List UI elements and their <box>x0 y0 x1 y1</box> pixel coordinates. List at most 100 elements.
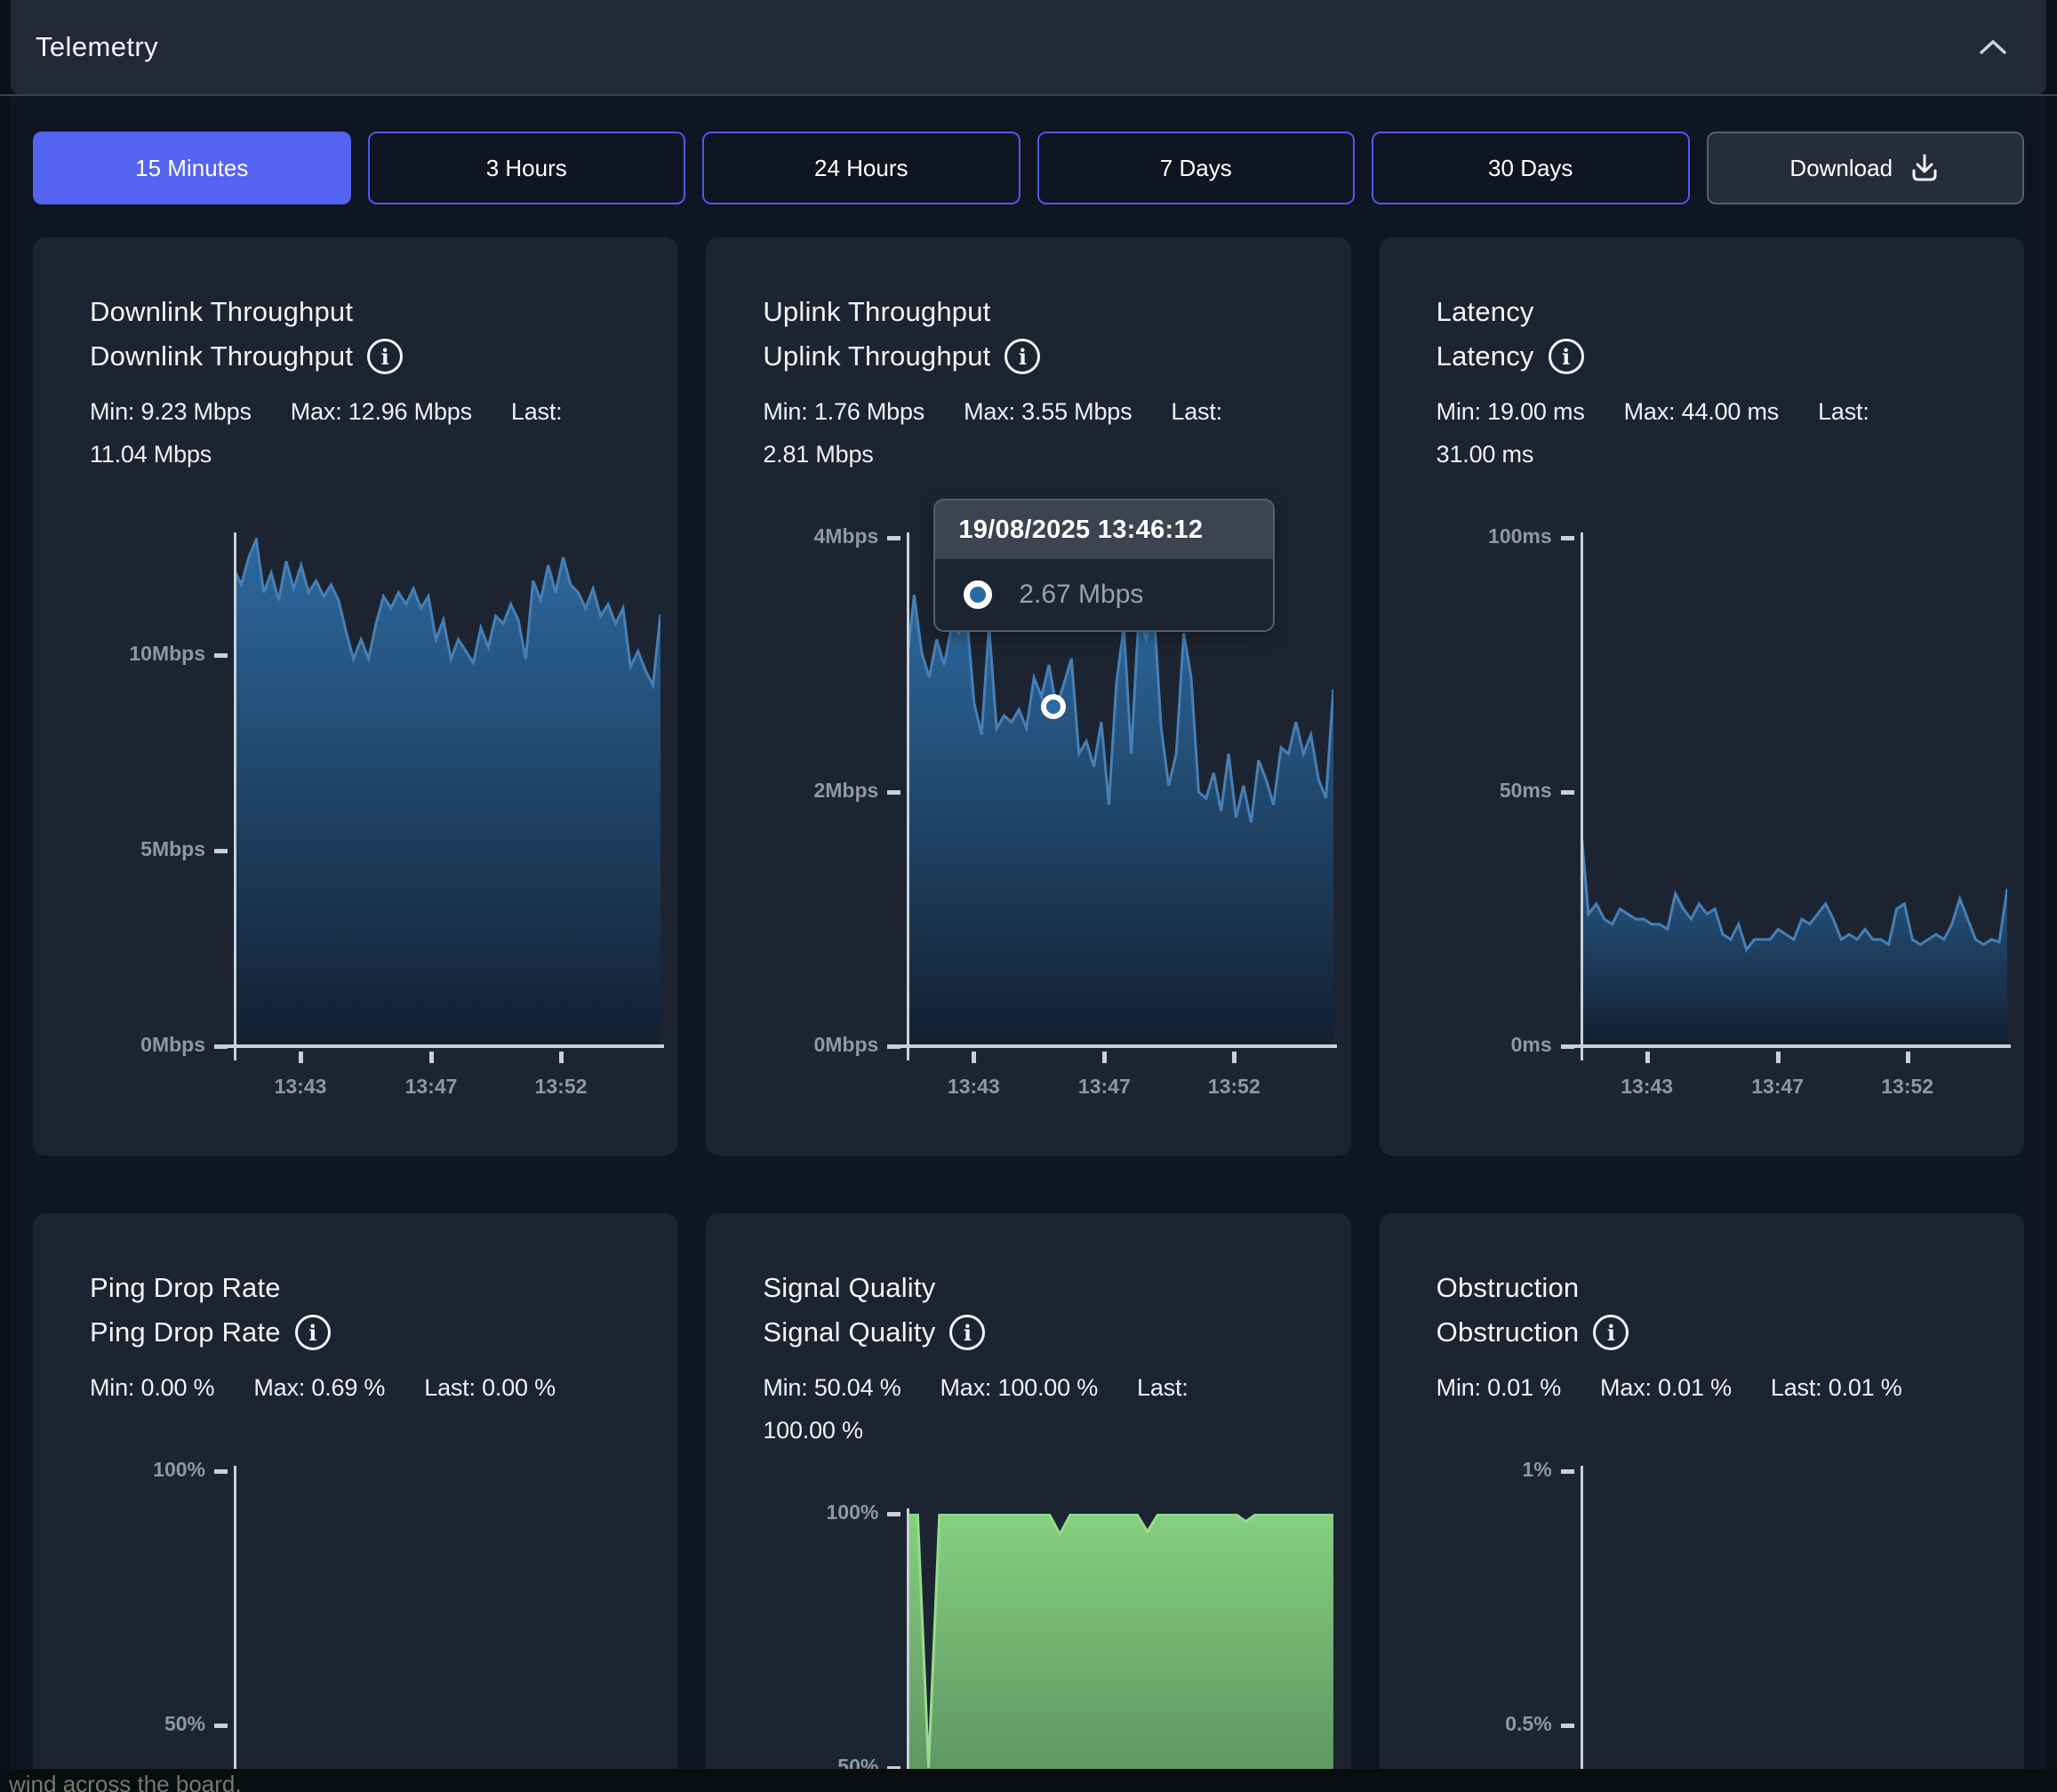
y-tick <box>214 1044 228 1049</box>
x-tick-label: 13:47 <box>1051 1075 1157 1099</box>
y-tick-label: 0.5% <box>1437 1712 1552 1736</box>
y-axis-line <box>234 532 236 1060</box>
latency-area-chart[interactable]: 100ms50ms0ms13:4313:4713:52 <box>1437 538 1967 1124</box>
x-tick-label: 13:47 <box>378 1075 484 1099</box>
info-icon[interactable]: i <box>295 1315 331 1350</box>
y-tick-label: 50ms <box>1437 779 1552 803</box>
ping-drop-rate-area-chart[interactable]: 100%50% <box>90 1471 620 1769</box>
x-axis-line <box>227 1044 664 1048</box>
tooltip-value: 2.67 Mbps <box>1019 580 1143 610</box>
chart-subtitle: Downlink Throughput <box>90 340 353 372</box>
info-icon[interactable]: i <box>367 339 403 374</box>
y-tick <box>214 1724 228 1728</box>
x-tick <box>1645 1052 1650 1063</box>
stat-max: Max: 0.01 % <box>1600 1374 1732 1401</box>
clipped-text: wind across the board. <box>9 1771 242 1792</box>
y-tick <box>1561 536 1574 540</box>
download-icon <box>1909 152 1941 184</box>
x-tick <box>1102 1052 1107 1063</box>
y-tick <box>887 1044 900 1049</box>
y-tick <box>214 653 228 658</box>
y-tick-label: 50% <box>763 1755 878 1769</box>
x-tick-label: 13:52 <box>1181 1075 1287 1099</box>
chart-stats: Min: 1.76 MbpsMax: 3.55 MbpsLast: 2.81 M… <box>763 390 1261 476</box>
stat-max: Max: 44.00 ms <box>1624 398 1779 425</box>
card-latency: Latency Latency i Min: 19.00 msMax: 44.0… <box>1380 237 2024 1156</box>
x-tick <box>1232 1052 1237 1063</box>
x-tick-label: 13:52 <box>508 1075 614 1099</box>
x-tick-label: 13:52 <box>1854 1075 1961 1099</box>
y-tick-label: 100% <box>90 1458 205 1482</box>
y-axis-line <box>1581 1466 1583 1769</box>
stat-min: Min: 1.76 Mbps <box>763 398 924 425</box>
x-tick-label: 13:43 <box>1594 1075 1701 1099</box>
y-tick-label: 0Mbps <box>90 1033 205 1057</box>
range-button-30-days[interactable]: 30 Days <box>1372 132 1690 204</box>
chart-canvas[interactable] <box>234 538 660 1046</box>
signal-quality-area-chart[interactable]: 100%50% <box>763 1514 1293 1769</box>
chart-canvas[interactable] <box>234 1471 660 1769</box>
stat-max: Max: 12.96 Mbps <box>291 398 472 425</box>
card-signal-quality: Signal Quality Signal Quality i Min: 50.… <box>706 1213 1350 1769</box>
stat-max: Max: 3.55 Mbps <box>964 398 1132 425</box>
obstruction-area-chart[interactable]: 1%0.5% <box>1437 1471 1967 1769</box>
x-axis-line <box>900 1044 1337 1048</box>
x-axis-line <box>1573 1044 2011 1048</box>
y-axis-line <box>907 1508 909 1769</box>
collapse-panel-button[interactable] <box>1979 39 2007 55</box>
stat-max: Max: 0.69 % <box>253 1374 385 1401</box>
chart-canvas[interactable] <box>907 1514 1333 1769</box>
y-axis-line <box>1581 532 1583 1060</box>
chart-title: Signal Quality <box>763 1268 1293 1308</box>
telemetry-header-wrap: Telemetry <box>0 0 2057 96</box>
x-tick <box>429 1052 434 1063</box>
info-icon[interactable]: i <box>949 1315 985 1350</box>
y-axis-line <box>907 532 909 1060</box>
stat-min: Min: 50.04 % <box>763 1374 900 1401</box>
card-downlink-throughput: Downlink Throughput Downlink Throughput … <box>33 237 677 1156</box>
y-tick-label: 2Mbps <box>763 779 878 803</box>
info-icon[interactable]: i <box>1549 339 1584 374</box>
download-button[interactable]: Download <box>1707 132 2025 204</box>
chevron-up-icon <box>1979 39 2007 55</box>
chart-subtitle-row: Uplink Throughput i <box>763 332 1293 381</box>
x-tick <box>559 1052 564 1063</box>
card-obstruction: Obstruction Obstruction i Min: 0.01 %Max… <box>1380 1213 2024 1769</box>
x-tick <box>1776 1052 1781 1063</box>
info-icon[interactable]: i <box>1004 339 1040 374</box>
y-axis-line <box>234 1466 236 1769</box>
y-tick-label: 5Mbps <box>90 837 205 861</box>
y-tick-label: 50% <box>90 1712 205 1736</box>
telemetry-content: 15 Minutes 3 Hours 24 Hours 7 Days 30 Da… <box>11 96 2046 1769</box>
chart-title: Obstruction <box>1437 1268 1967 1308</box>
range-button-7-days[interactable]: 7 Days <box>1037 132 1356 204</box>
y-tick <box>214 849 228 853</box>
card-uplink-throughput: Uplink Throughput Uplink Throughput i Mi… <box>706 237 1350 1156</box>
x-tick-label: 13:43 <box>920 1075 1027 1099</box>
range-button-15-minutes[interactable]: 15 Minutes <box>33 132 351 204</box>
chart-stats: Min: 19.00 msMax: 44.00 msLast: 31.00 ms <box>1437 390 1934 476</box>
chart-subtitle-row: Latency i <box>1437 332 1967 381</box>
chart-canvas[interactable] <box>1581 538 2007 1046</box>
range-button-24-hours[interactable]: 24 Hours <box>702 132 1020 204</box>
card-ping-drop-rate: Ping Drop Rate Ping Drop Rate i Min: 0.0… <box>33 1213 677 1769</box>
y-tick-label: 1% <box>1437 1458 1552 1482</box>
stat-min: Min: 0.00 % <box>90 1374 214 1401</box>
stat-last: Last: 0.01 % <box>1771 1374 1902 1401</box>
info-icon[interactable]: i <box>1593 1315 1629 1350</box>
chart-canvas[interactable] <box>1581 1471 2007 1769</box>
range-button-3-hours[interactable]: 3 Hours <box>368 132 686 204</box>
chart-title: Downlink Throughput <box>90 292 620 332</box>
stat-last: Last: 0.00 % <box>424 1374 556 1401</box>
chart-subtitle: Obstruction <box>1437 1316 1580 1348</box>
downlink-area-chart[interactable]: 10Mbps5Mbps0Mbps13:4313:4713:52 <box>90 538 620 1124</box>
chart-stats: Min: 9.23 MbpsMax: 12.96 MbpsLast: 11.04… <box>90 390 588 476</box>
y-tick-label: 100ms <box>1437 524 1552 548</box>
chart-stats: Min: 50.04 %Max: 100.00 %Last: 100.00 % <box>763 1366 1261 1452</box>
y-tick <box>214 1469 228 1474</box>
tooltip-timestamp: 19/08/2025 13:46:12 <box>935 500 1273 559</box>
y-tick <box>1561 1044 1574 1049</box>
chart-stats: Min: 0.00 % Max: 0.69 % Last: 0.00 % <box>90 1366 588 1409</box>
telemetry-header: Telemetry <box>11 0 2046 94</box>
chart-title: Latency <box>1437 292 1967 332</box>
